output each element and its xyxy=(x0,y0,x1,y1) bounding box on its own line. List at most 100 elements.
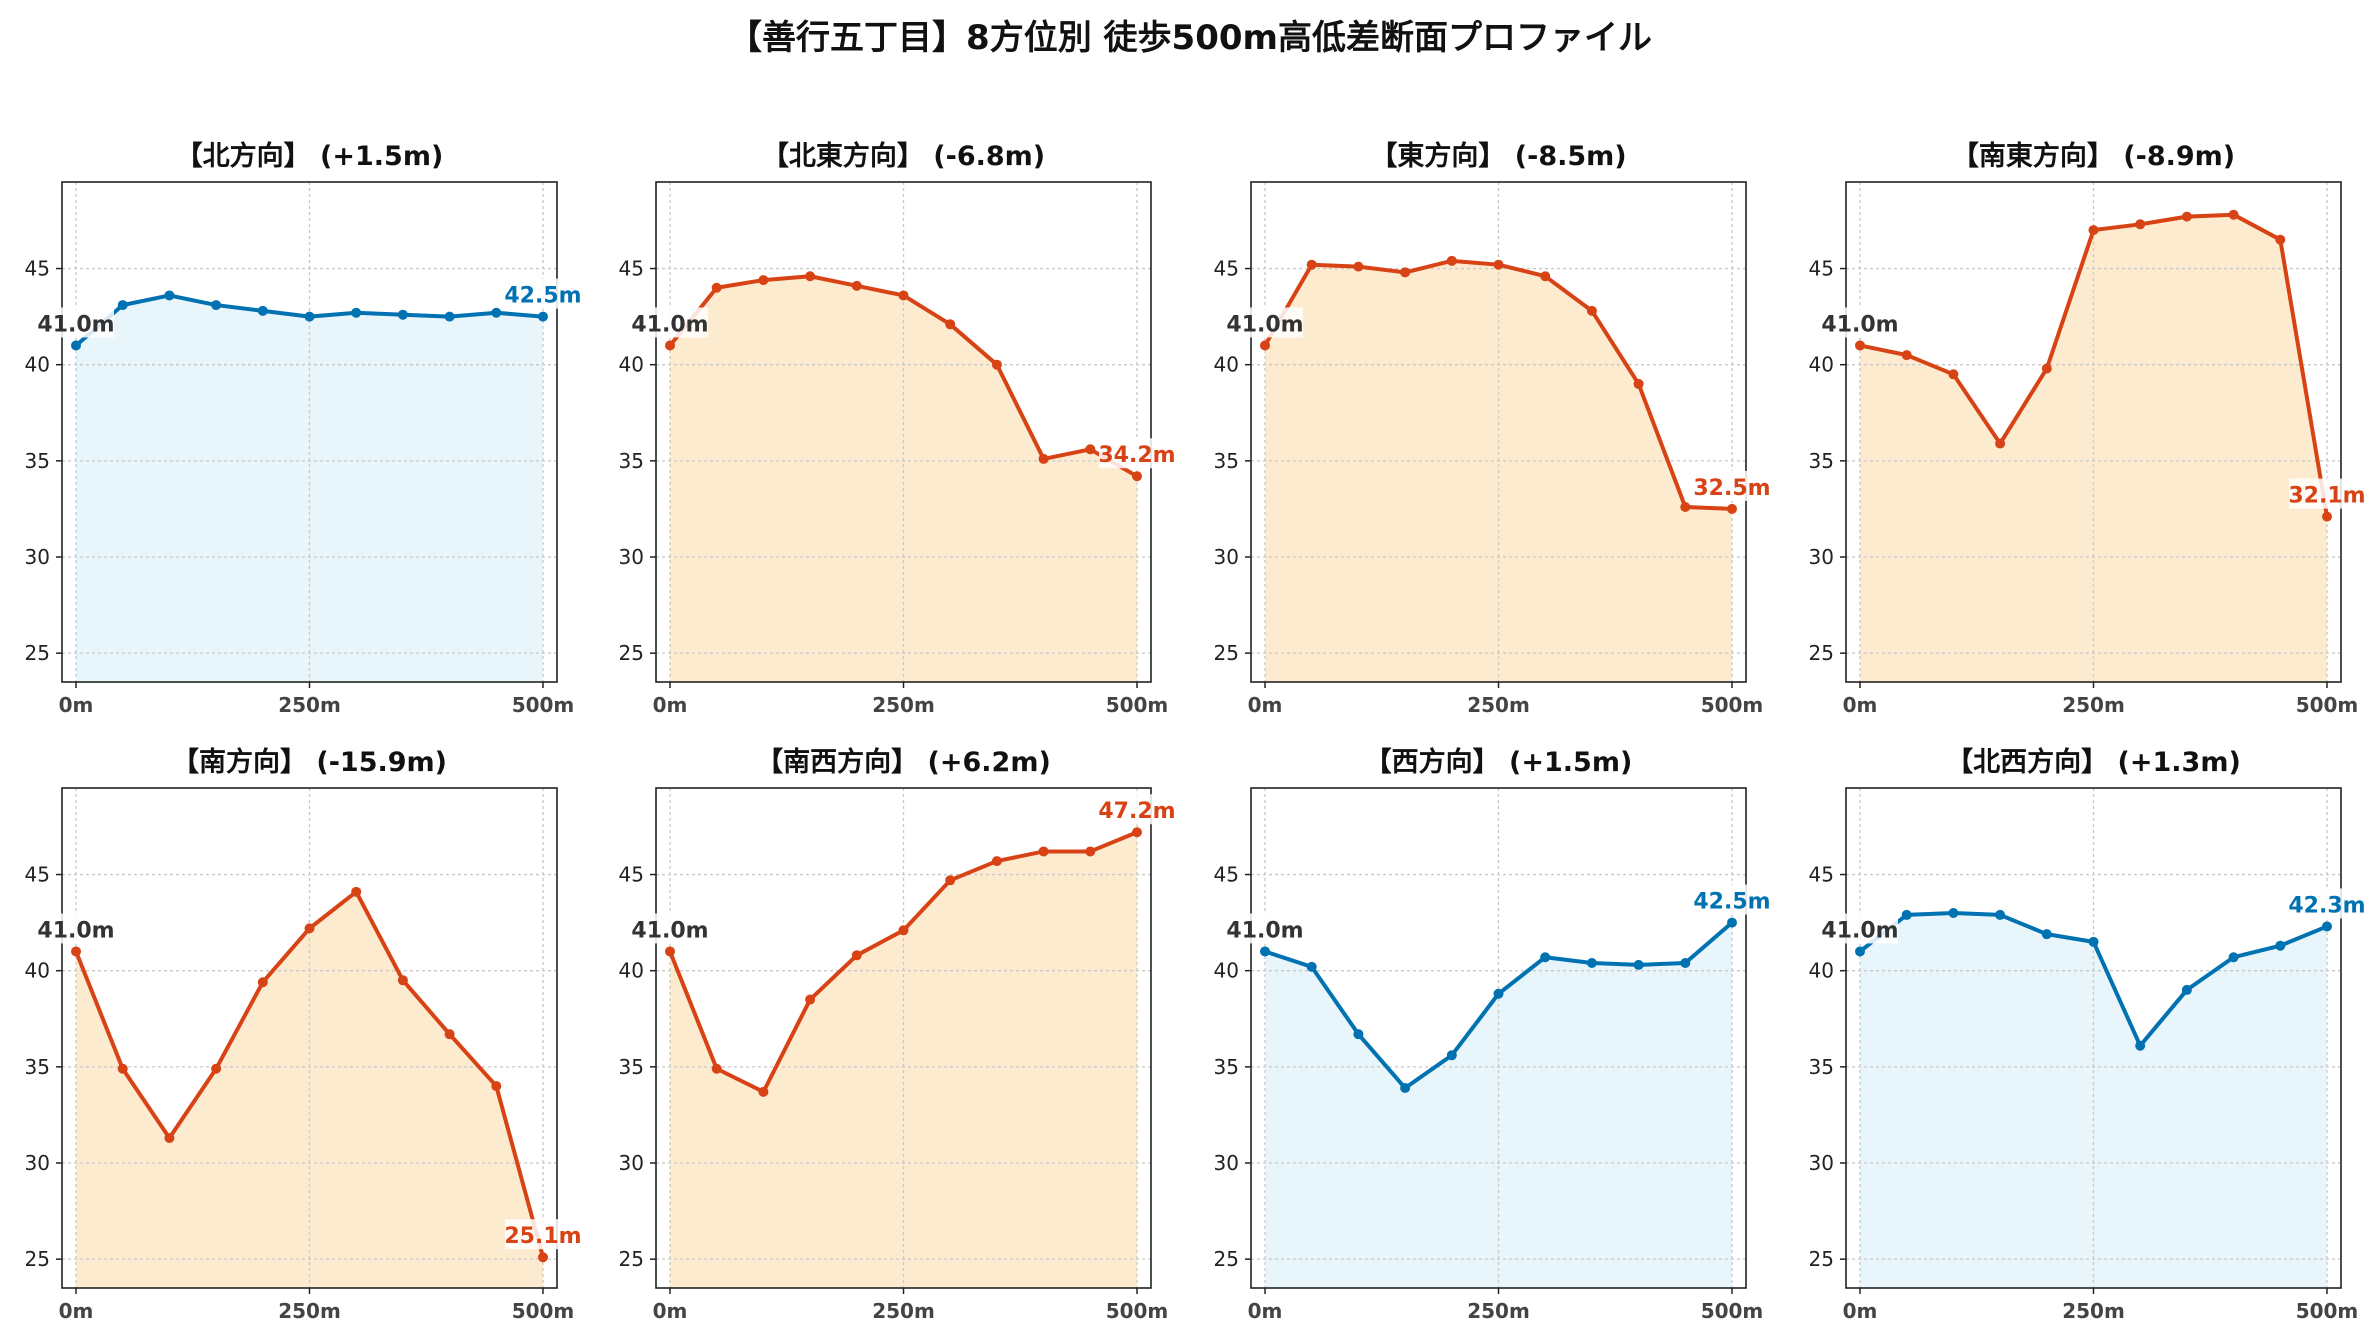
panel-title: 【北東方向】 (-6.8m) xyxy=(762,140,1045,172)
data-point xyxy=(2275,940,2286,951)
y-tick-label: 30 xyxy=(619,1151,644,1175)
start-label-box xyxy=(1822,307,1899,338)
end-label: 47.2m xyxy=(1098,799,1175,824)
start-label: 41.0m xyxy=(1821,312,1898,337)
y-tick-label: 35 xyxy=(25,449,50,473)
data-point xyxy=(945,875,956,886)
y-tick-label: 45 xyxy=(1809,863,1834,887)
data-point xyxy=(1855,340,1866,351)
data-point xyxy=(1680,958,1691,968)
data-point xyxy=(1400,267,1411,278)
end-label-box xyxy=(2288,478,2365,509)
data-point xyxy=(991,359,1002,370)
start-label: 41.0m xyxy=(1226,312,1303,337)
data-point xyxy=(665,946,676,957)
end-label-box xyxy=(1693,884,1770,915)
start-label-box xyxy=(1822,913,1899,944)
end-label-box xyxy=(1098,794,1175,825)
x-tick-label: 0m xyxy=(59,693,94,717)
data-point xyxy=(444,1029,455,1040)
y-tick-label: 30 xyxy=(619,545,644,569)
y-tick-label: 25 xyxy=(619,1247,644,1271)
start-label: 41.0m xyxy=(37,918,114,943)
end-label-box xyxy=(504,1219,581,1250)
start-label-box xyxy=(38,913,115,944)
chart-panel: 25 30 35 40 45 0m 250m 500m 【北西方向】 (+1.3m) 41.0m 4… xyxy=(1809,746,2366,1323)
chart-panel: 25 30 35 40 45 0m 250m 500m 【南方向】 (-15.9m) 41.0m 2… xyxy=(25,746,582,1323)
start-label: 41.0m xyxy=(631,918,708,943)
y-tick-label: 45 xyxy=(25,863,50,887)
x-tick-label: 500m xyxy=(1106,693,1169,717)
chart-panel: 25 30 35 40 45 0m 250m 500m 【西方向】 (+1.5m) 41.0m 42… xyxy=(1214,746,1771,1323)
data-point xyxy=(805,271,816,282)
data-point xyxy=(1586,305,1597,316)
start-label: 41.0m xyxy=(1226,918,1303,943)
data-point xyxy=(304,311,315,322)
y-tick-label: 45 xyxy=(25,257,50,281)
x-tick-label: 0m xyxy=(1248,693,1283,717)
y-tick-label: 35 xyxy=(1214,449,1239,473)
chart-panel: 25 30 35 40 45 0m 250m 500m 【北東方向】 (-6.8m) 41.0m 3… xyxy=(619,140,1176,717)
data-point xyxy=(2181,211,2192,222)
chart-panel: 25 30 35 40 45 0m 250m 500m 【南西方向】 (+6.2m) 41.0m 4… xyxy=(619,746,1176,1323)
data-point xyxy=(1726,917,1737,928)
area-fill xyxy=(670,276,1137,682)
data-point xyxy=(491,307,502,318)
start-label: 41.0m xyxy=(37,312,114,337)
y-tick-label: 30 xyxy=(25,1151,50,1175)
end-label-box xyxy=(1693,470,1770,501)
y-tick-label: 35 xyxy=(1214,1055,1239,1079)
end-label-box xyxy=(504,278,581,309)
start-label-box xyxy=(632,913,709,944)
data-point xyxy=(851,280,862,291)
data-point xyxy=(758,1086,769,1097)
x-tick-label: 0m xyxy=(653,1299,688,1323)
data-point xyxy=(71,946,82,957)
y-tick-label: 45 xyxy=(1809,257,1834,281)
end-label: 34.2m xyxy=(1098,443,1175,468)
data-point xyxy=(1038,846,1049,857)
y-tick-label: 35 xyxy=(1809,449,1834,473)
data-point xyxy=(491,1081,502,1092)
y-tick-label: 40 xyxy=(25,353,50,377)
data-point xyxy=(1633,378,1644,389)
y-tick-label: 25 xyxy=(1214,1247,1239,1271)
chart-panel: 25 30 35 40 45 0m 250m 500m 【東方向】 (-8.5m) 41.0m 32… xyxy=(1214,140,1771,717)
data-point xyxy=(2321,511,2332,522)
data-point xyxy=(1948,908,1959,918)
chart-panel: 25 30 35 40 45 0m 250m 500m 【北方向】 (+1.5m) 41.0m 42… xyxy=(25,140,582,717)
panel-title: 【北西方向】 (+1.3m) xyxy=(1946,746,2241,778)
data-point xyxy=(537,1252,548,1263)
data-point xyxy=(537,311,548,322)
data-point xyxy=(257,977,268,988)
data-point xyxy=(1131,827,1142,838)
data-point xyxy=(2088,225,2099,236)
x-tick-label: 500m xyxy=(512,1299,575,1323)
y-tick-label: 35 xyxy=(1809,1055,1834,1079)
start-label-box xyxy=(1227,307,1304,338)
data-point xyxy=(211,300,222,311)
y-tick-label: 30 xyxy=(1809,545,1834,569)
data-point xyxy=(1493,259,1504,270)
data-point xyxy=(257,305,268,316)
y-tick-label: 30 xyxy=(1214,545,1239,569)
data-point xyxy=(1586,958,1597,968)
y-tick-label: 40 xyxy=(1214,353,1239,377)
data-point xyxy=(1353,1029,1364,1040)
x-tick-label: 500m xyxy=(1701,1299,1764,1323)
x-tick-label: 500m xyxy=(512,693,575,717)
y-tick-label: 25 xyxy=(1809,1247,1834,1271)
data-point xyxy=(1038,453,1049,464)
x-tick-label: 0m xyxy=(1248,1299,1283,1323)
data-point xyxy=(211,1063,222,1074)
data-point xyxy=(1306,259,1317,270)
data-point xyxy=(1400,1083,1411,1093)
data-point xyxy=(711,282,722,293)
x-tick-label: 0m xyxy=(1843,1299,1878,1323)
start-label-box xyxy=(38,307,115,338)
data-point xyxy=(2275,234,2286,245)
data-point xyxy=(164,1133,175,1143)
start-label-box xyxy=(632,307,709,338)
data-point xyxy=(1085,846,1096,857)
data-point xyxy=(2135,219,2146,230)
